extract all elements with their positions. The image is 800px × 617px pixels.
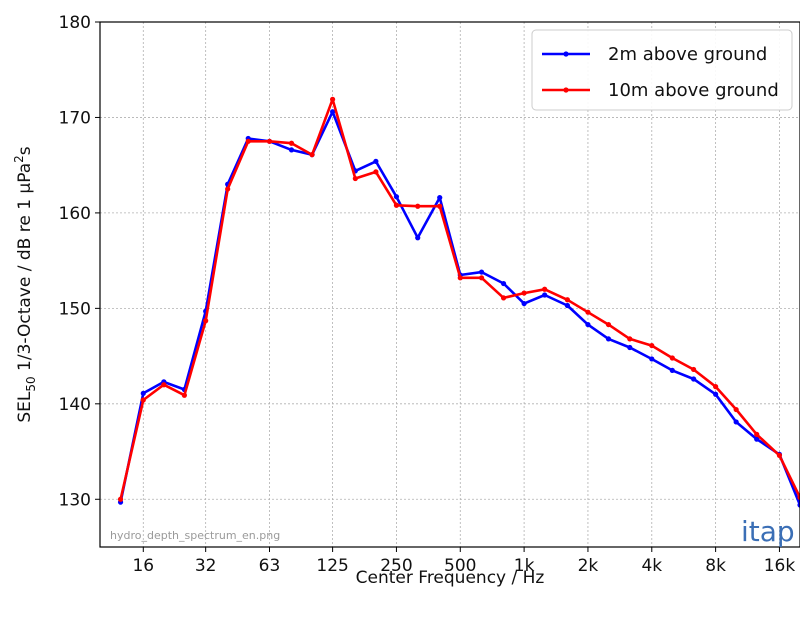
data-point bbox=[181, 392, 187, 398]
x-tick-label: 1k bbox=[514, 556, 535, 576]
data-point bbox=[203, 318, 209, 324]
watermark-filename: hydro_depth_spectrum_en.png bbox=[110, 529, 280, 542]
data-point bbox=[352, 175, 358, 182]
data-point bbox=[754, 436, 760, 442]
data-point bbox=[585, 321, 591, 328]
y-tick-label: 160 bbox=[59, 204, 91, 224]
y-axis-title: SEL50 1/3-Octave / dB re 1 µPa2s bbox=[12, 146, 38, 422]
data-point bbox=[393, 202, 400, 208]
data-point bbox=[330, 109, 336, 115]
x-tick-label: 16k bbox=[764, 556, 796, 576]
y-tick-label: 150 bbox=[59, 299, 91, 319]
x-tick-label: 4k bbox=[641, 556, 662, 576]
data-point bbox=[266, 138, 273, 144]
data-point bbox=[713, 391, 719, 397]
data-point bbox=[605, 321, 612, 328]
data-point bbox=[415, 235, 421, 241]
legend-box bbox=[531, 29, 793, 111]
x-axis-title: Center Frequency / Hz bbox=[356, 568, 545, 588]
data-point bbox=[437, 195, 443, 201]
y-tick-label: 140 bbox=[59, 395, 91, 415]
y-tick-label: 130 bbox=[59, 490, 91, 510]
legend-label: 10m above ground bbox=[608, 80, 779, 101]
data-point bbox=[393, 194, 400, 200]
data-point bbox=[330, 96, 336, 102]
data-point bbox=[245, 138, 251, 144]
data-point bbox=[457, 275, 463, 281]
itap-logo: itap bbox=[741, 515, 795, 548]
data-point bbox=[542, 286, 548, 292]
data-point bbox=[542, 292, 548, 298]
data-point bbox=[478, 275, 485, 281]
data-point bbox=[691, 366, 697, 373]
data-point bbox=[373, 169, 379, 175]
data-point bbox=[627, 344, 633, 351]
data-point bbox=[140, 397, 146, 403]
data-point bbox=[500, 295, 507, 301]
data-point bbox=[649, 342, 655, 349]
data-point bbox=[309, 152, 315, 158]
data-point bbox=[117, 496, 124, 502]
data-point bbox=[288, 147, 295, 153]
x-tick-label: 250 bbox=[380, 556, 412, 576]
x-tick-label: 125 bbox=[316, 556, 348, 576]
data-point bbox=[288, 140, 295, 146]
data-point bbox=[437, 203, 443, 209]
data-point bbox=[754, 431, 760, 437]
x-tick-label: 8k bbox=[705, 556, 726, 576]
data-point bbox=[649, 356, 655, 362]
data-point bbox=[521, 290, 527, 296]
x-tick-label: 32 bbox=[195, 556, 217, 576]
y-axis-ticks: 130 140 150 160 170 180 bbox=[59, 13, 100, 510]
data-point bbox=[140, 390, 146, 396]
x-tick-label: 500 bbox=[444, 556, 476, 576]
grid-lines bbox=[100, 21, 800, 547]
data-point bbox=[669, 367, 675, 374]
data-point bbox=[713, 384, 719, 390]
data-point bbox=[733, 419, 739, 425]
series-layer bbox=[117, 96, 800, 508]
data-point bbox=[564, 297, 570, 303]
data-point bbox=[733, 406, 739, 413]
data-point bbox=[605, 336, 612, 342]
series-2 bbox=[117, 96, 800, 502]
data-point bbox=[585, 309, 591, 315]
legend-label: 2m above ground bbox=[608, 44, 767, 65]
data-point bbox=[500, 280, 507, 287]
data-point bbox=[669, 355, 675, 361]
data-point bbox=[691, 376, 697, 382]
data-point bbox=[161, 382, 167, 388]
data-point bbox=[225, 186, 231, 192]
legend-marker bbox=[563, 51, 569, 57]
legend-marker bbox=[563, 87, 569, 93]
x-tick-label: 2k bbox=[578, 556, 599, 576]
x-tick-label: 16 bbox=[132, 556, 154, 576]
legend: 2m above ground 10m above ground bbox=[531, 29, 793, 111]
y-tick-label: 170 bbox=[59, 108, 91, 128]
data-point bbox=[776, 452, 783, 458]
plot-frame bbox=[99, 21, 800, 548]
data-point bbox=[797, 502, 800, 508]
data-point bbox=[373, 158, 379, 164]
x-axis-ticks: 16 32 63 125 250 500 1k 2k 4k 8k 16k bbox=[132, 547, 795, 576]
data-point bbox=[797, 494, 800, 500]
x-tick-label: 63 bbox=[259, 556, 281, 576]
data-point bbox=[478, 269, 485, 275]
data-point bbox=[415, 203, 421, 209]
data-point bbox=[627, 336, 633, 342]
data-point bbox=[564, 302, 570, 309]
data-point bbox=[521, 300, 527, 307]
y-tick-label: 180 bbox=[59, 13, 91, 33]
